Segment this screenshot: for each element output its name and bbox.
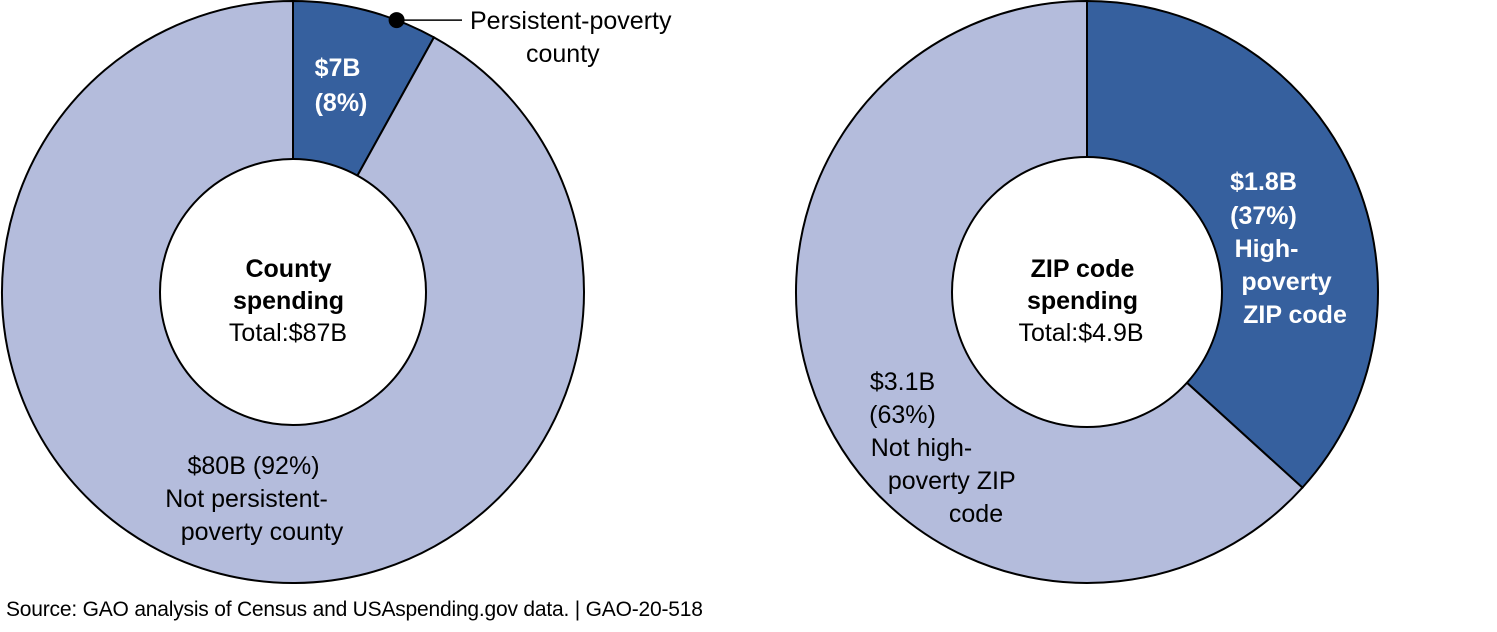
slice-label-line: (37%) — [1230, 202, 1297, 230]
slice-label-line: (63%) — [869, 401, 936, 429]
center-total: Total:$87B — [229, 319, 347, 347]
center-label-county: County spending Total:$87B — [229, 255, 351, 347]
slice-label-line: ZIP code — [1243, 301, 1347, 329]
center-title-line: ZIP code — [1031, 255, 1135, 283]
county-spending-donut: Persistent-poverty county $7B (8%) $80B … — [1, 0, 678, 584]
slice-label-line: $80B (92%) — [188, 452, 320, 480]
slice-label-line: $7B — [315, 54, 361, 82]
slice-label-line: $1.8B — [1230, 168, 1297, 196]
center-title-line: spending — [1027, 287, 1138, 315]
center-title-line: County — [245, 255, 331, 283]
slice-label-line: code — [949, 500, 1003, 528]
callout-dot — [388, 12, 405, 29]
slice-label-line: poverty ZIP — [888, 467, 1015, 495]
slice-label-line: poverty — [1241, 268, 1331, 296]
slice-label-line: $3.1B — [870, 368, 935, 396]
slice-label-line: Not persistent- — [165, 485, 328, 513]
center-total: Total:$4.9B — [1018, 319, 1143, 347]
callout-line-1: Persistent-poverty — [470, 7, 672, 35]
slice-label-line: poverty county — [181, 518, 344, 546]
slice-label-line: Not high- — [871, 434, 972, 462]
slice-label-not-high-poverty-zip: $3.1B (63%) Not high- poverty ZIP code — [869, 368, 1022, 528]
slice-label-line: (8%) — [315, 89, 368, 117]
callout-line-2: county — [526, 40, 600, 68]
slice-label-high-poverty-zip: $1.8B (37%) High- poverty ZIP code — [1230, 168, 1347, 329]
center-label-zip: ZIP code spending Total:$4.9B — [1018, 255, 1145, 347]
center-title-line: spending — [233, 287, 344, 315]
callout-label: Persistent-poverty county — [470, 7, 678, 68]
source-note: Source: GAO analysis of Census and USAsp… — [6, 598, 703, 621]
slice-label-persistent-poverty: $7B (8%) — [315, 54, 368, 117]
slice-label-not-persistent-poverty: $80B (92%) Not persistent- poverty count… — [165, 452, 344, 546]
slice-label-line: High- — [1235, 235, 1299, 263]
donut-hole-county — [159, 158, 427, 426]
zip-code-spending-donut: $1.8B (37%) High- poverty ZIP code $3.1B… — [795, 0, 1379, 584]
donut-hole-zip — [951, 156, 1223, 428]
slice-high-poverty-zip-code — [1086, 0, 1379, 490]
